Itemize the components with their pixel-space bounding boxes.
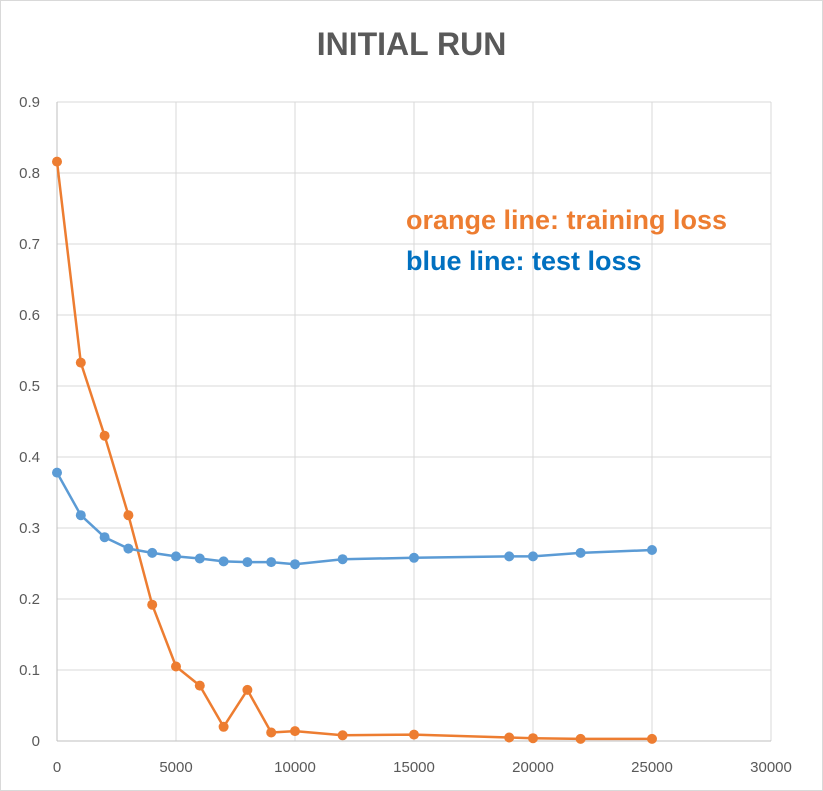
data-point-0 — [647, 733, 657, 744]
data-point-1 — [123, 543, 134, 554]
y-tick-label: 0.6 — [19, 307, 40, 324]
gridlines — [57, 101, 772, 741]
x-tick-label: 20000 — [512, 759, 554, 776]
data-point-0 — [266, 727, 277, 738]
data-point-1 — [337, 554, 348, 565]
data-point-1 — [528, 551, 538, 562]
y-tick-label: 0.9 — [19, 94, 40, 111]
x-tick-label: 5000 — [159, 759, 192, 776]
data-point-0 — [528, 733, 538, 744]
data-point-1 — [99, 532, 110, 543]
annotation-1: blue line: test loss — [406, 246, 642, 276]
series-line-1 — [55, 471, 653, 566]
data-point-0 — [504, 732, 515, 743]
data-point-0 — [123, 510, 134, 521]
data-point-0 — [409, 729, 419, 740]
data-point-0 — [218, 721, 229, 732]
data-point-0 — [575, 733, 586, 744]
chart-title: INITIAL RUN — [316, 26, 507, 62]
y-tick-label: 0.4 — [19, 449, 40, 466]
x-tick-labels: 0 5000 10000 15000 20000 25000 30000 — [53, 759, 792, 776]
data-point-0 — [337, 730, 348, 741]
data-point-0 — [290, 726, 300, 737]
data-point-1 — [575, 547, 586, 558]
data-point-1 — [409, 552, 419, 563]
data-point-0 — [147, 599, 158, 610]
data-point-1 — [218, 556, 229, 567]
x-tick-label: 25000 — [631, 759, 673, 776]
annotations: orange line: training loss blue line: tes… — [406, 205, 727, 276]
data-point-1 — [52, 467, 62, 478]
data-point-0 — [171, 661, 181, 672]
annotation-0: orange line: training loss — [406, 205, 727, 235]
y-tick-label: 0.8 — [19, 165, 40, 182]
data-point-1 — [75, 510, 86, 521]
y-tick-label: 0.7 — [19, 236, 40, 253]
data-point-1 — [242, 557, 253, 568]
x-tick-label: 15000 — [393, 759, 435, 776]
x-tick-label: 10000 — [274, 759, 316, 776]
y-tick-label: 0.2 — [19, 591, 40, 608]
data-point-0 — [75, 357, 86, 368]
data-point-1 — [147, 547, 158, 558]
data-point-1 — [194, 553, 205, 564]
series-points — [52, 156, 657, 744]
data-point-1 — [290, 559, 300, 570]
y-tick-label: 0.5 — [19, 378, 40, 395]
data-point-1 — [171, 551, 181, 562]
x-tick-label: 30000 — [750, 759, 792, 776]
y-tick-label: 0 — [32, 733, 40, 750]
y-tick-labels: 0 0.1 0.2 0.3 0.4 0.5 0.6 0.7 0.8 0.9 — [19, 94, 40, 750]
data-point-0 — [242, 684, 253, 695]
y-tick-label: 0.1 — [19, 662, 40, 679]
data-point-1 — [647, 545, 657, 555]
data-point-1 — [266, 557, 277, 568]
data-point-1 — [504, 551, 515, 562]
x-tick-label: 0 — [53, 759, 61, 776]
data-point-0 — [99, 430, 110, 441]
data-point-0 — [194, 680, 205, 691]
data-point-0 — [52, 156, 62, 167]
y-tick-label: 0.3 — [19, 520, 40, 537]
